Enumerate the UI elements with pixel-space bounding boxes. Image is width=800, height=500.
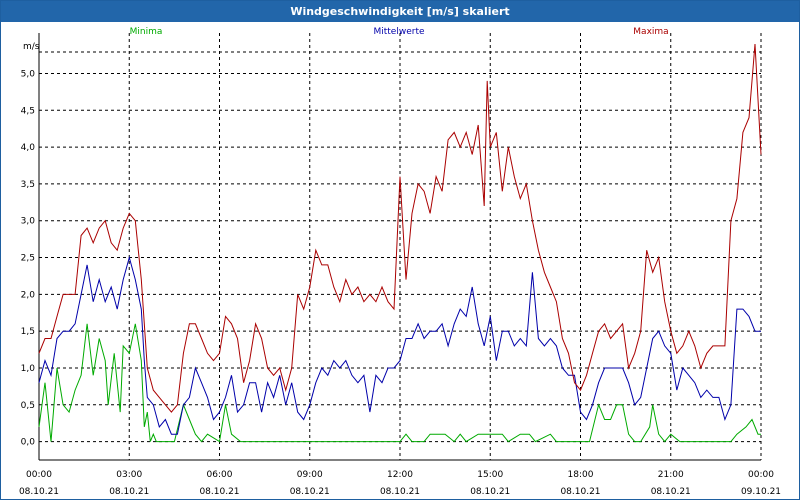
x-tick-date: 08.10.21 (199, 487, 239, 497)
y-tick-label: 1,5 (21, 327, 35, 337)
x-tick-date: 08.10.21 (109, 487, 149, 497)
y-tick-label: 2,5 (21, 254, 35, 264)
y-axis-label: m/s (23, 42, 40, 52)
x-tick-time: 12:00 (387, 470, 413, 480)
y-tick-label: 0,0 (21, 438, 36, 448)
x-tick-date: 08.10.21 (19, 487, 59, 497)
window-title: Windgeschwindigkeit [m/s] skaliert (1, 1, 799, 22)
y-tick-label: 3,5 (21, 180, 35, 190)
x-tick-date: 08.10.21 (651, 487, 691, 497)
x-tick-time: 15:00 (477, 470, 503, 480)
series-line-mittelwerte (38, 255, 761, 435)
axes (38, 33, 761, 461)
legend: Minima Mittelwerte Maxima (130, 27, 669, 37)
y-tick-label: 0,5 (21, 401, 35, 411)
x-tick-date: 08.10.21 (290, 487, 330, 497)
y-tick-label: 5,0 (21, 69, 36, 79)
y-tick-label: 3,0 (21, 217, 36, 227)
tick-labels: 0,0 0,5 1,0 1,5 2,0 2,5 3,0 3,5 4,0 4,5 5,0 00:00 08… (19, 42, 781, 497)
x-tick-time: 18:00 (568, 470, 594, 480)
x-tick-date: 08.10.21 (560, 487, 600, 497)
legend-maxima: Maxima (633, 27, 668, 37)
x-tick-date: 08.10.21 (470, 487, 510, 497)
y-tick-label: 4,5 (21, 106, 35, 116)
x-tick-date: 08.10.21 (380, 487, 420, 497)
series-line-maxima (38, 43, 762, 413)
x-tick-time: 06:00 (207, 470, 233, 480)
y-tick-label: 4,0 (21, 143, 36, 153)
legend-minima: Minima (130, 27, 163, 37)
series-line-minima (38, 323, 761, 443)
y-tick-label: 1,0 (21, 364, 36, 374)
x-tick-date: 09.10.21 (741, 487, 781, 497)
x-tick-time: 00:00 (26, 470, 52, 480)
x-tick-time: 09:00 (297, 470, 323, 480)
legend-mittelwerte: Mittelwerte (373, 27, 424, 37)
x-tick-time: 03:00 (116, 470, 142, 480)
x-tick-time: 00:00 (748, 470, 774, 480)
x-tick-time: 21:00 (658, 470, 684, 480)
y-tick-label: 2,0 (21, 290, 36, 300)
series-lines (38, 43, 762, 443)
